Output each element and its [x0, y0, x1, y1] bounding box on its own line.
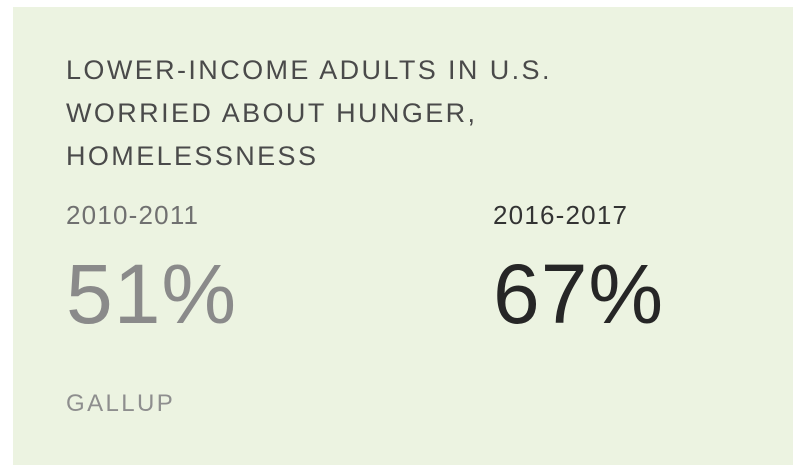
- title-line-2: WORRIED ABOUT HUNGER,: [66, 98, 478, 128]
- value-later: 67%: [493, 247, 665, 341]
- stat-card: LOWER-INCOME ADULTS IN U.S. WORRIED ABOU…: [13, 7, 793, 465]
- title-line-1: LOWER-INCOME ADULTS IN U.S.: [66, 55, 552, 85]
- title-line-3: HOMELESSNESS: [66, 141, 319, 171]
- card-title: LOWER-INCOME ADULTS IN U.S. WORRIED ABOU…: [66, 49, 686, 178]
- value-earlier: 51%: [66, 247, 238, 341]
- source-label: GALLUP: [66, 390, 176, 417]
- period-label-later: 2016-2017: [493, 200, 629, 230]
- period-label-earlier: 2010-2011: [66, 200, 200, 230]
